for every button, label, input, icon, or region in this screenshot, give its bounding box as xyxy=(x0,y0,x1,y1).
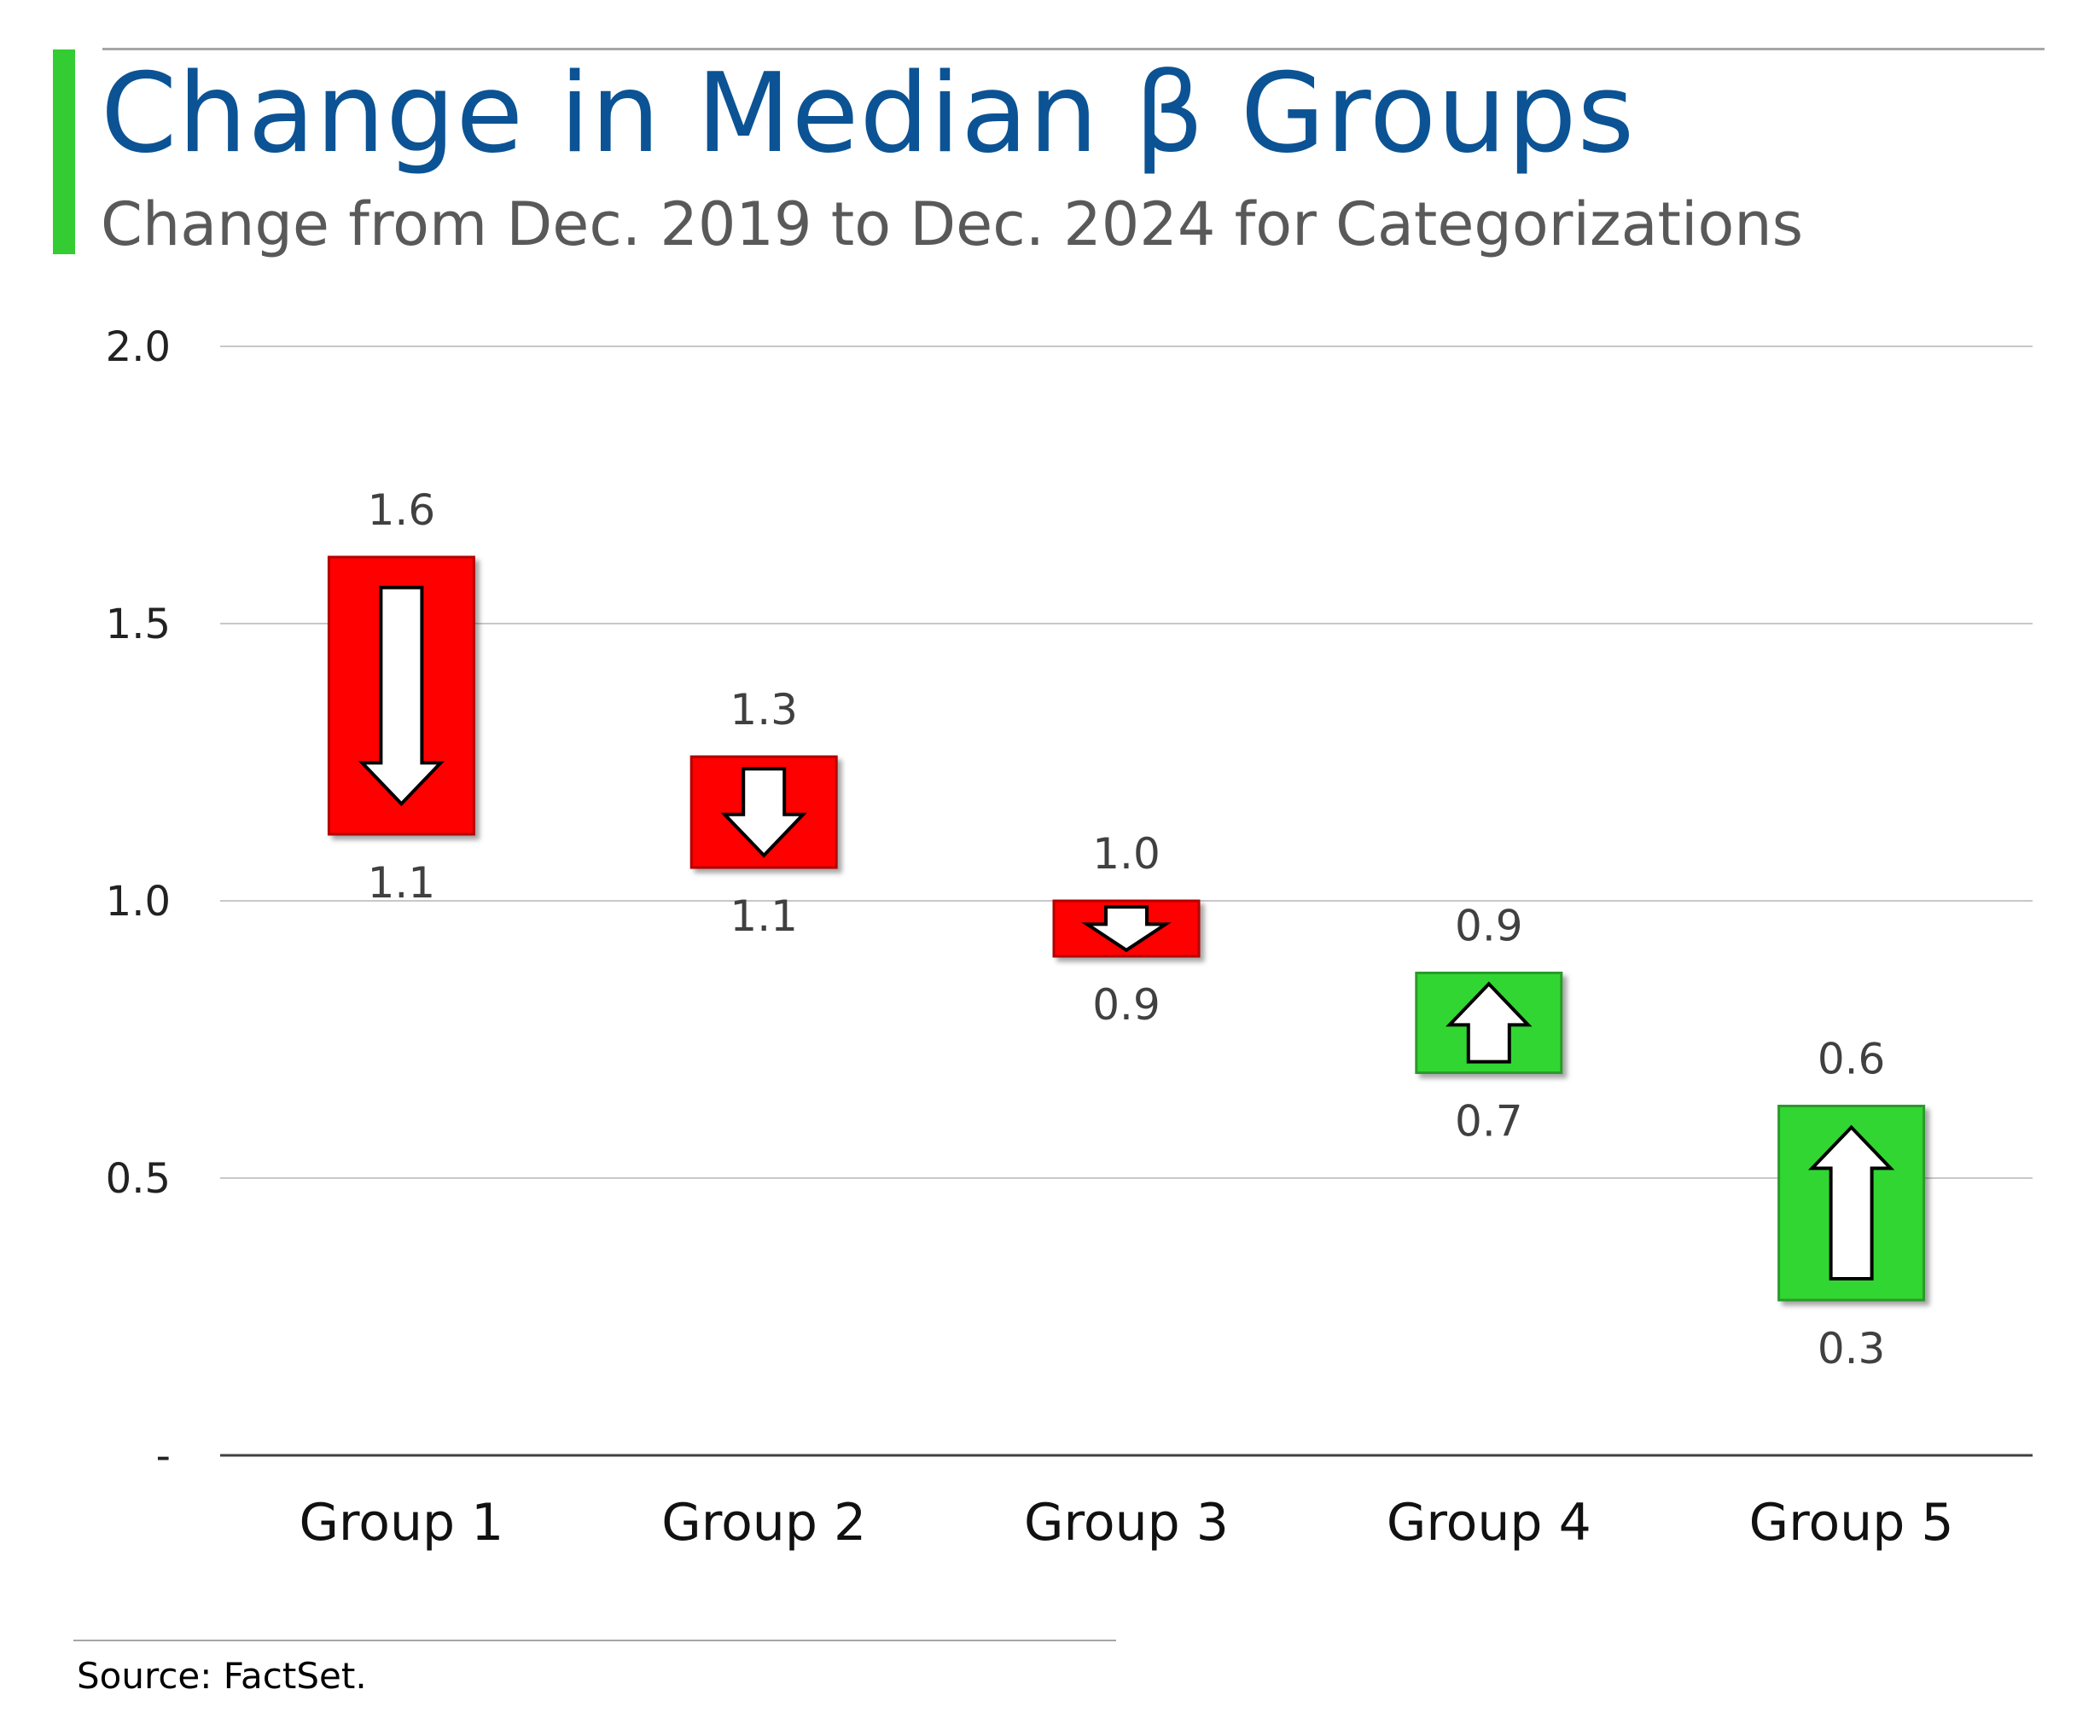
y-tick-label: 1.5 xyxy=(106,601,171,648)
bar-layer xyxy=(327,555,1926,1302)
data-label-bottom: 1.1 xyxy=(730,891,798,941)
x-category-label: Group 3 xyxy=(1024,1493,1229,1553)
accent-bar xyxy=(53,49,75,254)
chart-subtitle: Change from Dec. 2019 to Dec. 2024 for C… xyxy=(101,189,1804,259)
data-label-bottom: 0.7 xyxy=(1455,1097,1523,1147)
y-tick-label: 1.0 xyxy=(106,878,171,926)
y-tick-label: 0.5 xyxy=(106,1155,171,1203)
data-label-bottom: 0.3 xyxy=(1818,1324,1886,1373)
data-label-bottom: 1.1 xyxy=(368,858,436,908)
label-layer: - 0.5 1.0 1.5 2.0 1.6 1.1 Group 1 1.3 1.1 Group 2 1… xyxy=(106,323,1954,1553)
x-category-label: Group 1 xyxy=(299,1493,503,1553)
arrow-up-icon xyxy=(1807,1124,1895,1280)
y-tick-label: - xyxy=(156,1432,171,1480)
data-label-top: 1.3 xyxy=(730,685,798,734)
data-label-top: 1.0 xyxy=(1092,829,1161,879)
x-category-label: Group 5 xyxy=(1749,1493,1954,1553)
data-label-top: 0.9 xyxy=(1455,902,1523,951)
x-category-label: Group 2 xyxy=(661,1493,866,1553)
data-label-top: 1.6 xyxy=(368,485,436,535)
arrow-down-icon xyxy=(1081,905,1172,953)
arrow-down-icon xyxy=(720,767,807,858)
data-label-bottom: 0.9 xyxy=(1092,980,1161,1030)
x-category-label: Group 4 xyxy=(1387,1493,1591,1553)
data-label-top: 0.6 xyxy=(1818,1035,1886,1084)
chart-title: Change in Median β Groups xyxy=(101,50,1636,177)
y-tick-label: 2.0 xyxy=(106,323,171,371)
top-rule xyxy=(102,48,2045,50)
source-note: Source: FactSet. xyxy=(77,1655,367,1697)
source-rule xyxy=(73,1640,1116,1641)
arrow-up-icon xyxy=(1446,981,1533,1064)
arrow-down-icon xyxy=(358,585,445,807)
